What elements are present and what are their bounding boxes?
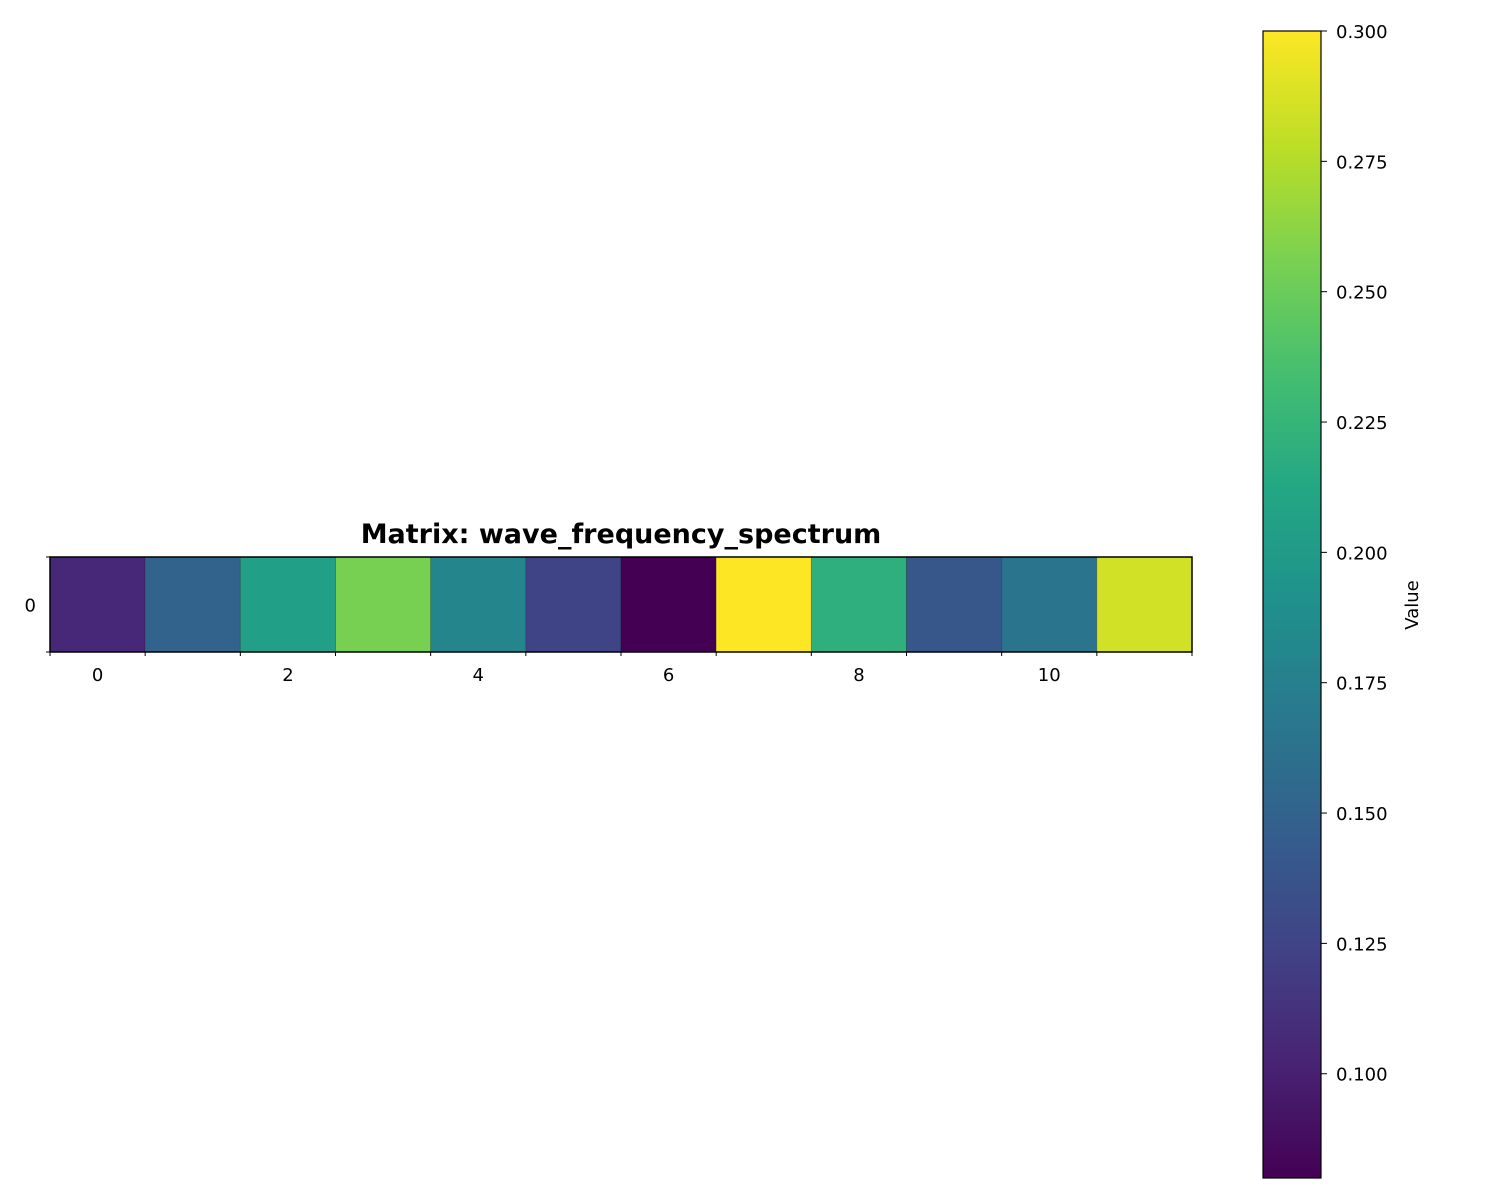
x-tick-label: 6	[663, 665, 674, 686]
colorbar-tick-label: 0.100	[1336, 1065, 1388, 1086]
x-tick-label: 8	[853, 665, 864, 686]
colorbar-tick-label: 0.125	[1336, 934, 1388, 955]
heatmap-cell	[810, 556, 907, 653]
colorbar-ticks: 0.100 0.125 0.150 0.175 0.200 0.225 0.250 0.275…	[1321, 22, 1388, 1086]
heatmap-cell	[144, 556, 241, 653]
x-tick-label: 10	[1038, 665, 1061, 686]
heatmap-cell	[1001, 556, 1098, 653]
heatmap-cell	[620, 556, 717, 653]
colorbar	[1262, 30, 1322, 1179]
colorbar-tick-label: 0.300	[1336, 22, 1388, 43]
colorbar-label: Value	[1402, 580, 1423, 629]
heatmap-cells	[49, 556, 1193, 653]
heatmap-cell	[430, 556, 527, 653]
x-tick-label: 2	[282, 665, 293, 686]
colorbar-tick-label: 0.200	[1336, 543, 1388, 564]
x-tick-label: 4	[473, 665, 484, 686]
y-tick-label: 0	[25, 596, 36, 617]
colorbar-tick-label: 0.175	[1336, 674, 1388, 695]
colorbar-tick-label: 0.150	[1336, 804, 1388, 825]
colorbar-tick-label: 0.225	[1336, 413, 1388, 434]
y-axis: 0	[25, 556, 50, 653]
heatmap-cell	[525, 556, 622, 653]
heatmap-cell	[1096, 556, 1193, 653]
x-tick-label: 0	[92, 665, 103, 686]
chart-title: Matrix: wave_frequency_spectrum	[361, 519, 882, 550]
x-axis: 0 2 4 6 8 10	[49, 652, 1193, 686]
heatmap-cell	[715, 556, 812, 653]
colorbar-tick-label: 0.275	[1336, 152, 1388, 173]
heatmap-cell	[239, 556, 336, 653]
heatmap-cell	[49, 556, 146, 653]
colorbar-tick-label: 0.250	[1336, 283, 1388, 304]
heatmap-cell	[906, 556, 1003, 653]
heatmap-cell	[335, 556, 432, 653]
